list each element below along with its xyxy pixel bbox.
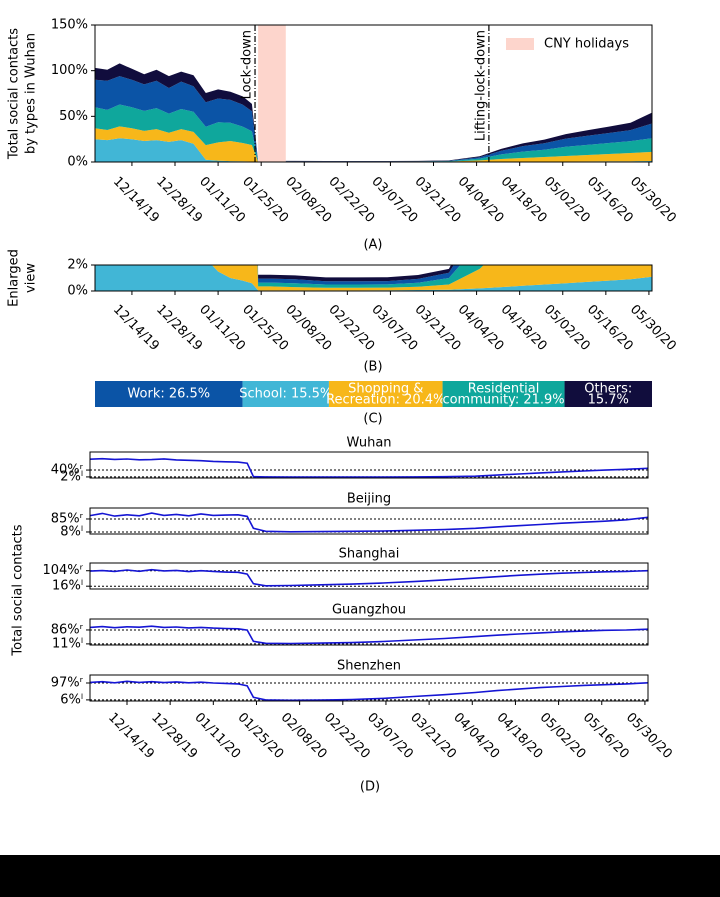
area-series bbox=[95, 63, 652, 162]
bottom-band bbox=[0, 855, 720, 897]
text-line: Total social contacts bbox=[6, 28, 21, 160]
bar-segment bbox=[564, 381, 652, 407]
area-series bbox=[211, 265, 652, 291]
bar-label: Shopping & Recreation: 20.4% bbox=[326, 381, 445, 407]
text-line: view bbox=[23, 263, 38, 293]
text-line: community: 21.9% bbox=[442, 392, 564, 407]
axes-frame bbox=[89, 507, 649, 535]
area-series bbox=[95, 76, 652, 162]
y-tick-label: 85%ʳ bbox=[51, 511, 84, 526]
area-series bbox=[95, 265, 652, 291]
subplot-title: Shanghai bbox=[339, 547, 400, 562]
bar-segment bbox=[442, 381, 565, 407]
y-tick-label: 50% bbox=[59, 109, 88, 124]
line-series bbox=[89, 512, 649, 533]
y-tick-label: 100% bbox=[51, 63, 88, 78]
bar-label: Residential community: 21.9% bbox=[442, 381, 564, 407]
text-line: Residential bbox=[468, 381, 540, 396]
subplot-title: Wuhan bbox=[346, 436, 391, 451]
y-tick-label: 2% bbox=[67, 258, 88, 273]
bar-segment bbox=[242, 381, 329, 407]
line-series bbox=[89, 457, 649, 478]
panel-label: (D) bbox=[360, 780, 380, 795]
line-series bbox=[89, 568, 649, 587]
y-tick-label: 11%ˡ bbox=[52, 636, 83, 651]
area-series bbox=[95, 126, 652, 162]
text-line: Others: bbox=[584, 381, 632, 396]
text-line: 15.7% bbox=[588, 392, 629, 407]
subplot-title: Shenzhen bbox=[337, 659, 401, 674]
area-series bbox=[95, 138, 652, 162]
text-line: Recreation: 20.4% bbox=[326, 392, 445, 407]
axes-frame bbox=[89, 451, 649, 479]
bar-label: Work: 26.5% bbox=[127, 387, 210, 402]
y-tick-label: 150% bbox=[51, 18, 88, 33]
text-line: Enlarged bbox=[6, 249, 21, 307]
area-series bbox=[257, 265, 461, 285]
y-tick-label: 16%ˡ bbox=[52, 579, 83, 594]
y-tick-label: 104%ʳ bbox=[42, 563, 83, 578]
panel-label: (C) bbox=[363, 412, 382, 427]
bar-segment bbox=[328, 381, 443, 407]
area-series bbox=[95, 104, 652, 162]
axes-frame bbox=[94, 264, 653, 292]
area-series bbox=[257, 265, 454, 282]
plot-area bbox=[95, 63, 652, 162]
axes-frame bbox=[89, 674, 649, 702]
text-line: Shopping & bbox=[348, 381, 423, 396]
plot-area bbox=[95, 265, 652, 291]
line-series bbox=[89, 680, 649, 702]
y-tick-label: 0% bbox=[67, 155, 88, 170]
area-series bbox=[257, 265, 484, 288]
y-tick-label: 97%ʳ bbox=[51, 675, 84, 690]
y-tick-label: 2%ˡ bbox=[60, 469, 83, 484]
y-axis-label: Enlarged view bbox=[6, 249, 38, 307]
y-tick-label: 86%ʳ bbox=[51, 622, 84, 637]
y-tick-label: 6%ˡ bbox=[60, 692, 83, 707]
y-tick-label: 0% bbox=[67, 284, 88, 299]
panel-label: (B) bbox=[363, 360, 382, 375]
bar-segment bbox=[95, 381, 243, 407]
y-tick-label: 8%ˡ bbox=[60, 524, 83, 539]
line-series bbox=[89, 625, 649, 645]
shaded-period bbox=[258, 25, 286, 162]
subplot-title: Beijing bbox=[347, 492, 391, 507]
event-label: Lifting-lock-down bbox=[473, 30, 488, 141]
axes-frame bbox=[89, 618, 649, 646]
axes-frame bbox=[89, 562, 649, 590]
y-tick-label: 40%ʳ bbox=[51, 463, 84, 478]
y-axis-label: Total social contacts by types in Wuhan bbox=[6, 28, 38, 160]
subplot-title: Guangzhou bbox=[332, 603, 406, 618]
text-line: by types in Wuhan bbox=[23, 33, 38, 154]
legend-swatch bbox=[506, 38, 534, 50]
bar-label: School: 15.5% bbox=[239, 387, 332, 402]
panel-label: (A) bbox=[363, 238, 382, 253]
bar-label: Others: 15.7% bbox=[584, 381, 632, 407]
axes-frame bbox=[94, 24, 653, 163]
event-label: Lock-down bbox=[240, 30, 255, 99]
y-axis-label: Total social contacts bbox=[11, 524, 26, 656]
legend-label: CNY holidays bbox=[544, 37, 629, 52]
